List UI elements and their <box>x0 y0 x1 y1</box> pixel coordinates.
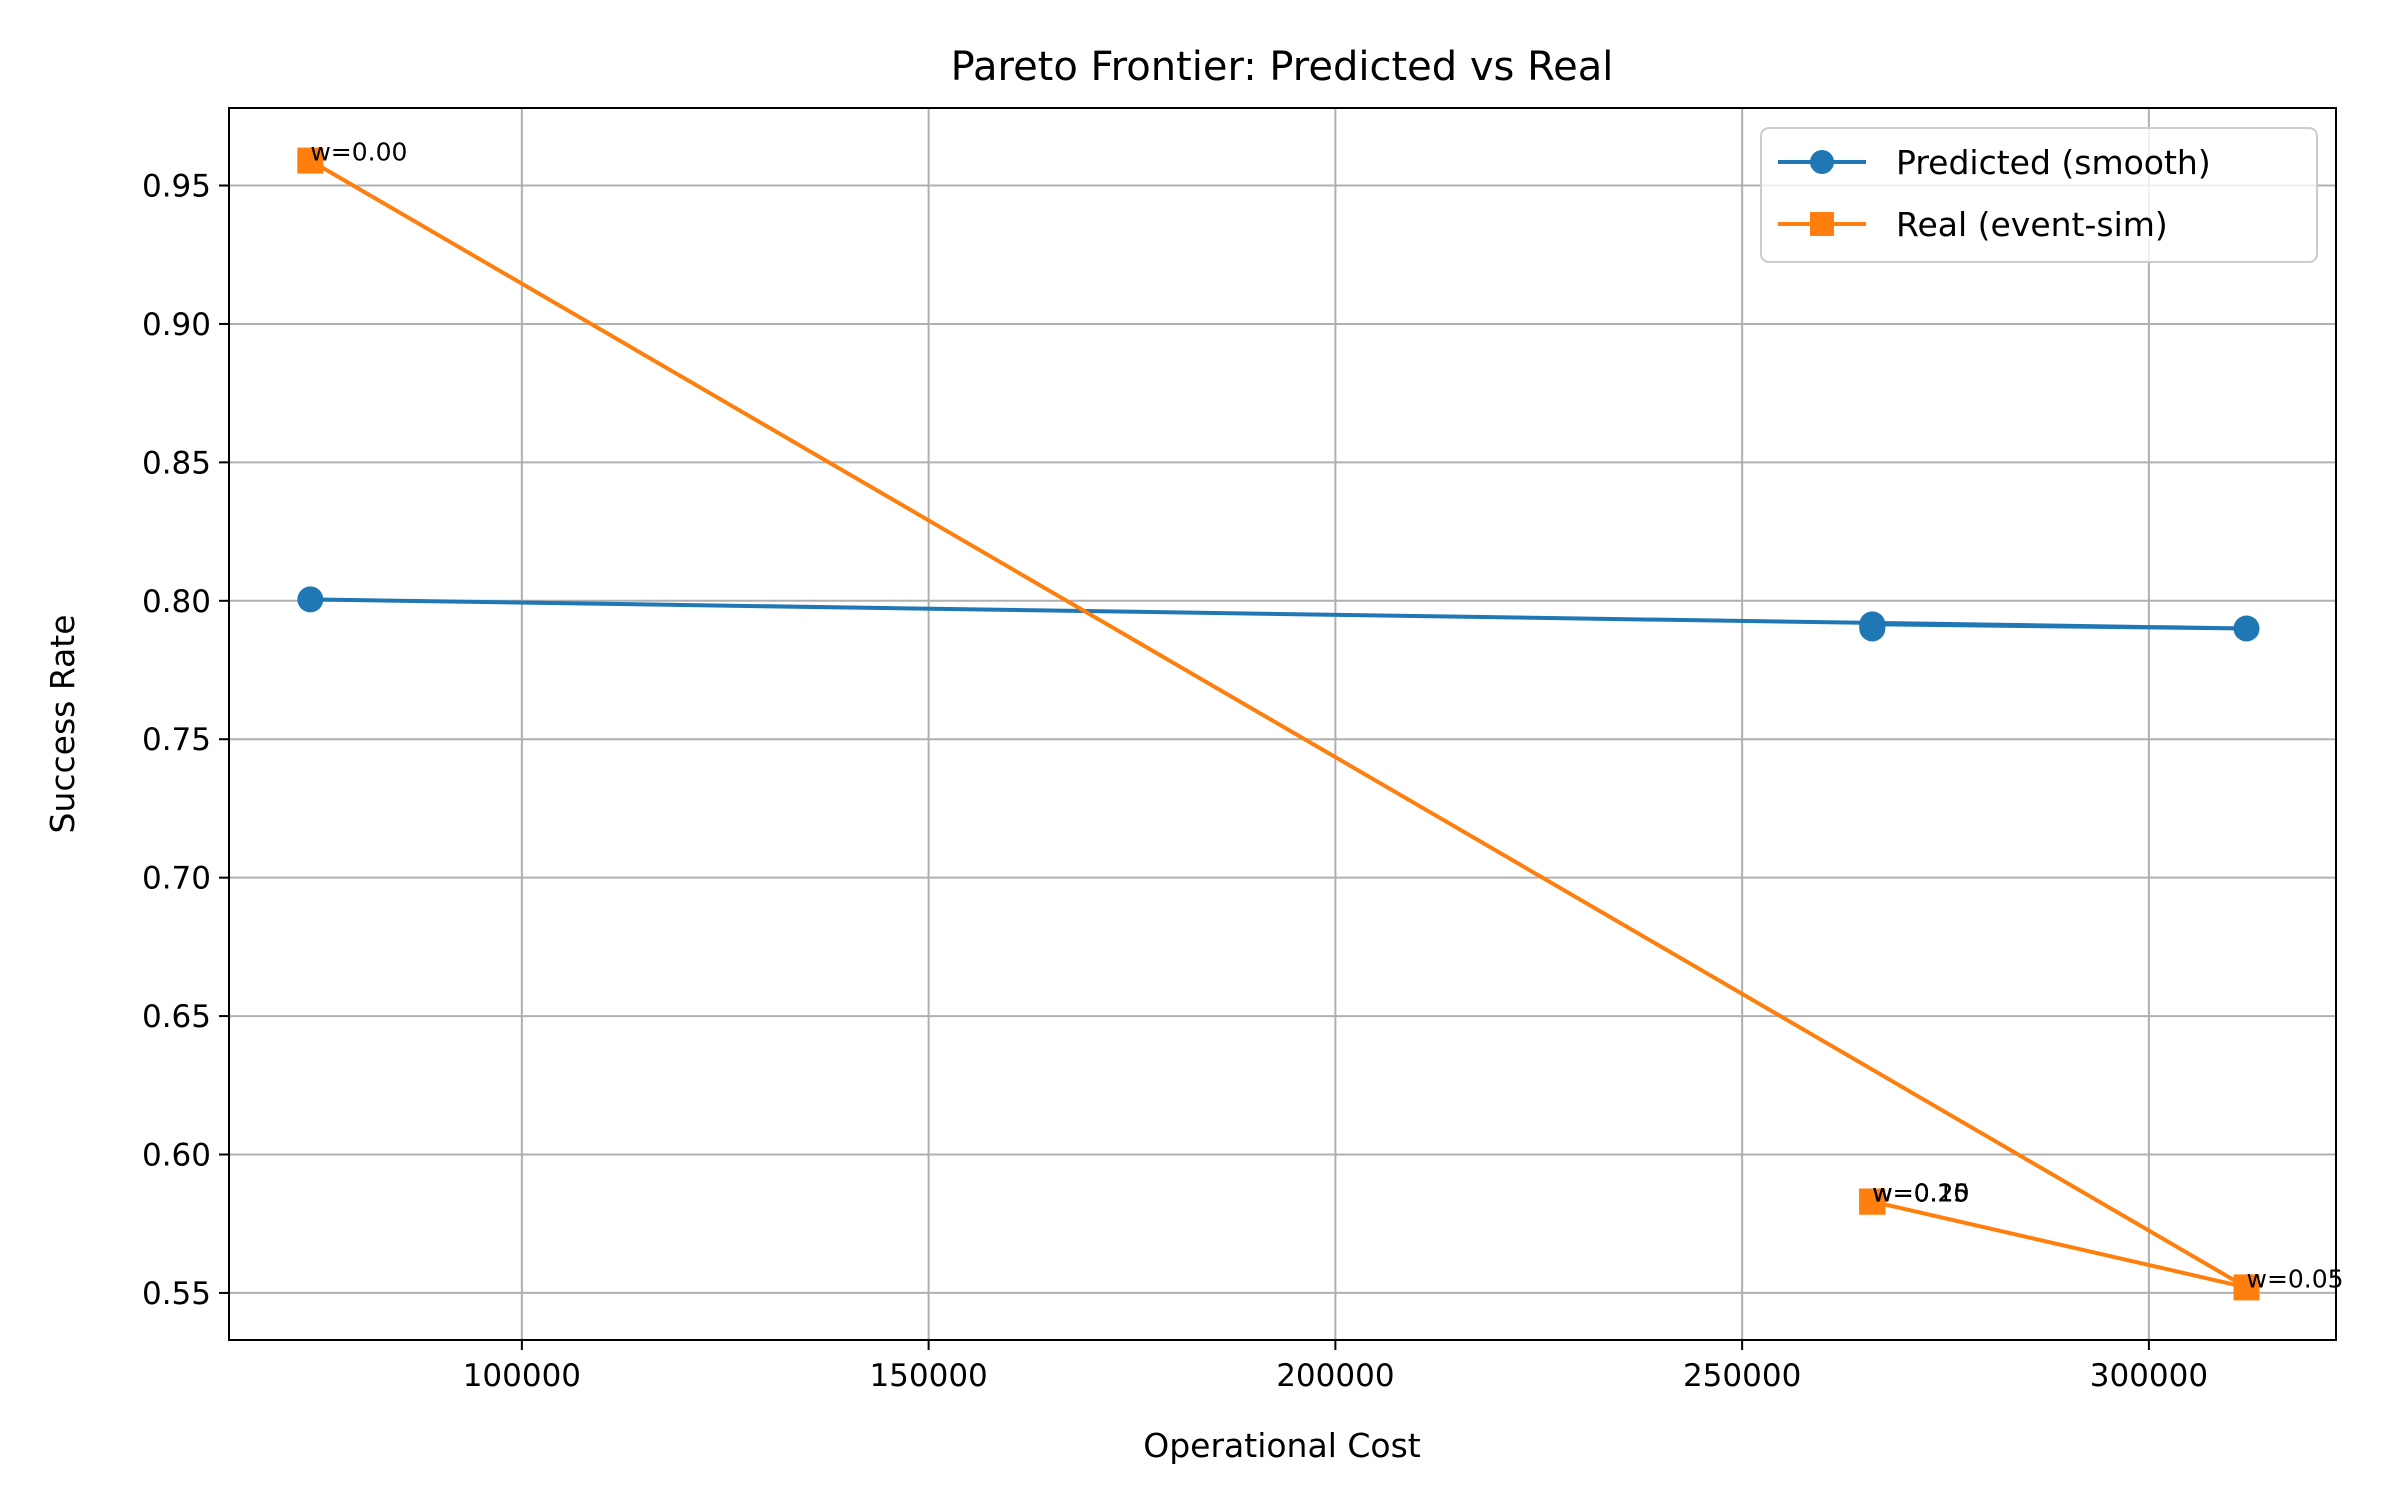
data-point <box>1859 615 1886 642</box>
data-point <box>2233 1274 2260 1301</box>
series-real <box>297 147 2260 1301</box>
x-tick-label: 200000 <box>1276 1358 1394 1394</box>
point-annotation: w=0.25 <box>1872 1179 1969 1208</box>
y-tick-label: 0.55 <box>142 1276 211 1312</box>
point-annotation: w=0.15 <box>1872 1179 1969 1208</box>
series-layer <box>297 147 2260 1301</box>
y-tick-label: 0.80 <box>142 584 211 620</box>
x-tick-label: 150000 <box>869 1358 987 1394</box>
y-tick-label: 0.70 <box>142 861 211 897</box>
y-axis-label: Success Rate <box>43 615 82 834</box>
point-annotation: w=0.05 <box>2247 1264 2344 1293</box>
point-annotation: w=0.00 <box>310 138 407 167</box>
series-predicted <box>297 586 2260 642</box>
data-point <box>297 147 324 174</box>
y-tick-label: 0.90 <box>142 307 211 343</box>
point-annotation: w=0.10 <box>1872 1179 1969 1208</box>
x-tick-label: 100000 <box>463 1358 581 1394</box>
legend-box <box>1760 127 2318 263</box>
y-tick-label: 0.95 <box>142 169 211 205</box>
legend-marker-predicted <box>1810 150 1834 174</box>
legend-label-predicted: Predicted (smooth) <box>1896 143 2211 182</box>
point-annotation: w=0.20 <box>1872 1179 1969 1208</box>
chart-title: Pareto Frontier: Predicted vs Real <box>951 44 1614 90</box>
grid <box>229 108 2336 1340</box>
x-tick-label: 300000 <box>2090 1358 2208 1394</box>
legend-marker-real <box>1810 212 1834 236</box>
plot-area-frame <box>228 107 2337 1341</box>
data-point <box>1859 1188 1886 1215</box>
data-point <box>297 586 324 613</box>
y-tick-label: 0.60 <box>142 1138 211 1174</box>
x-axis-label: Operational Cost <box>1143 1426 1421 1465</box>
annotation-layer: w=0.00 w=0.05 w=0.10w=0.15w=0.20w=0.25 <box>310 138 2343 1294</box>
axis-ticks: 100000 150000 200000 250000 300000 0.55 0.60 0.… <box>142 169 2208 1394</box>
y-tick-label: 0.75 <box>142 722 211 758</box>
x-tick-label: 250000 <box>1683 1358 1801 1394</box>
legend: Predicted (smooth) Real (event-sim) <box>1760 127 2318 263</box>
data-point <box>2233 615 2260 642</box>
y-tick-label: 0.65 <box>142 999 211 1035</box>
legend-label-real: Real (event-sim) <box>1896 205 2168 244</box>
y-tick-label: 0.85 <box>142 445 211 481</box>
